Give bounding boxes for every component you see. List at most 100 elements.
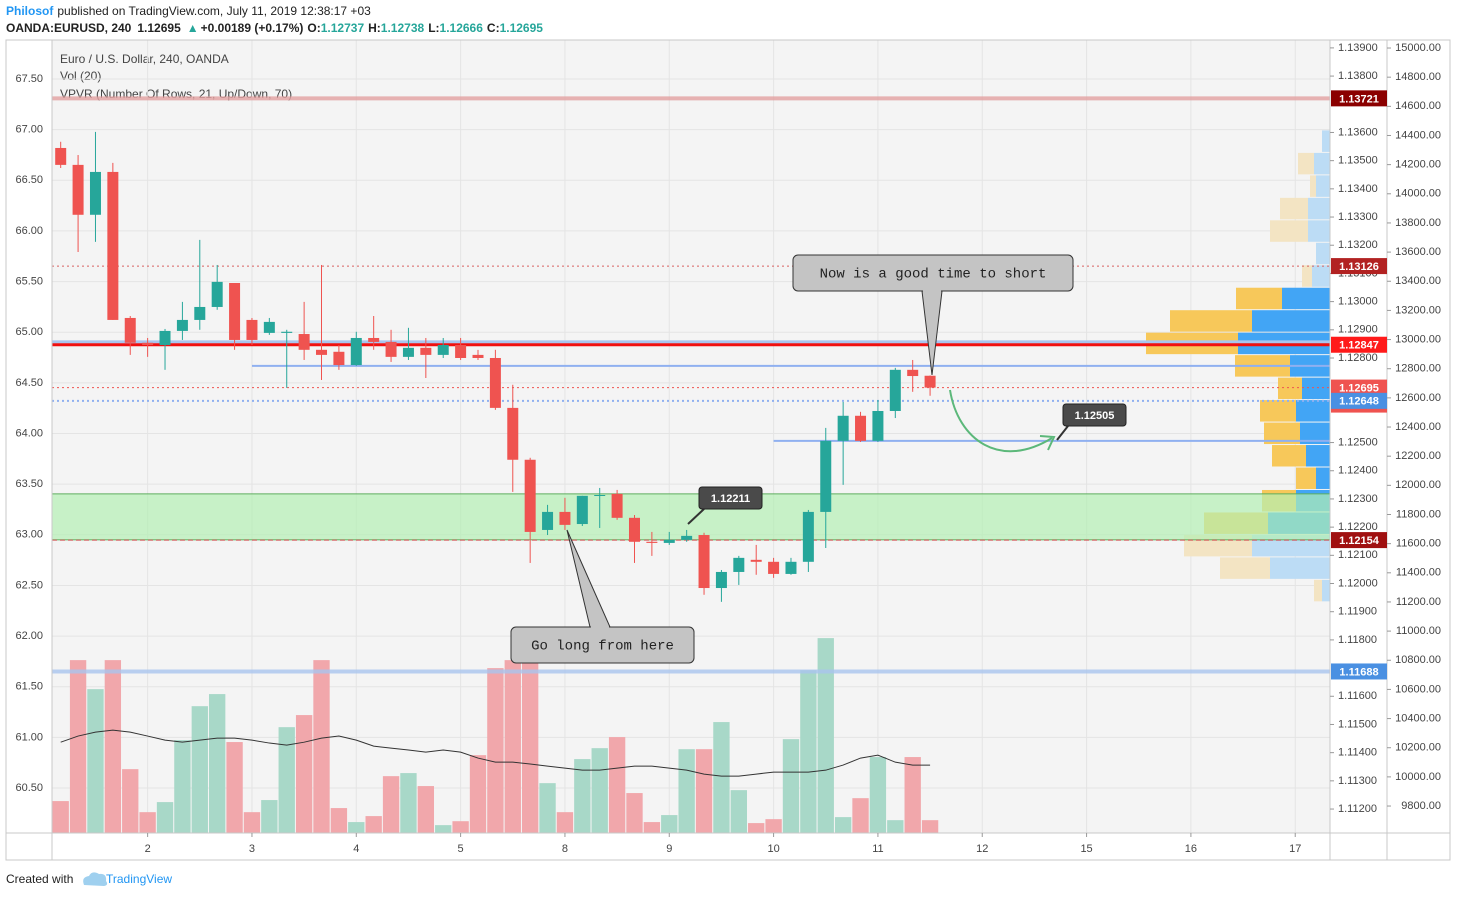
level-label: 1.12847 bbox=[1339, 340, 1379, 352]
y3-tick-label: 10000.00 bbox=[1395, 771, 1441, 783]
candle-body bbox=[211, 281, 223, 307]
price-tag bbox=[698, 486, 763, 510]
candle-body bbox=[89, 171, 101, 215]
candle-body bbox=[316, 349, 328, 355]
price-tag-text: 1.12211 bbox=[711, 493, 750, 505]
x-tick-label: 9 bbox=[666, 843, 672, 855]
vpvr-down bbox=[1314, 579, 1322, 602]
volume-bar bbox=[626, 793, 643, 833]
y3-tick-label: 14600.00 bbox=[1395, 100, 1441, 112]
vpvr-up bbox=[1270, 557, 1330, 579]
candle-body bbox=[298, 334, 310, 350]
volume-bar bbox=[487, 668, 504, 833]
level-label-bg bbox=[1331, 379, 1387, 396]
level-label-bg bbox=[1331, 258, 1387, 275]
volume-bar bbox=[417, 786, 435, 833]
y-tick-label: 1.11200 bbox=[1338, 803, 1377, 815]
projection-arrow bbox=[949, 389, 1053, 453]
vpvr-up bbox=[1302, 377, 1330, 400]
volume-bar bbox=[643, 822, 661, 833]
candle-body bbox=[246, 319, 258, 340]
volume-bar bbox=[174, 740, 191, 833]
ohlc-value: 1.12695 bbox=[500, 21, 544, 35]
ohlc-label: H: bbox=[368, 21, 381, 35]
vpvr-up bbox=[1312, 265, 1330, 287]
candle-body bbox=[715, 571, 727, 589]
left-tick-label: 64.00 bbox=[15, 427, 43, 439]
vpvr-up bbox=[1300, 422, 1330, 445]
volume-bar bbox=[608, 737, 626, 833]
y-tick-label: 1.12300 bbox=[1338, 493, 1378, 505]
footer-brand[interactable]: TradingView bbox=[106, 872, 172, 886]
vpvr-down bbox=[1310, 175, 1316, 197]
left-tick-label: 67.00 bbox=[15, 124, 43, 136]
volume-bar bbox=[782, 739, 800, 833]
candle-body bbox=[229, 283, 241, 340]
volume-bar bbox=[226, 742, 243, 833]
symbol: OANDA:EURUSD, 240 bbox=[6, 21, 132, 35]
volume-bar bbox=[365, 816, 382, 833]
volume-bar bbox=[887, 820, 904, 833]
y-tick-label: 1.12500 bbox=[1338, 436, 1378, 448]
vpvr-down bbox=[1264, 422, 1300, 445]
vpvr-up bbox=[1322, 130, 1330, 152]
volume-bar bbox=[139, 812, 156, 833]
volume-bar bbox=[678, 749, 695, 833]
y-tick-label: 1.12100 bbox=[1338, 549, 1378, 561]
left-tick-label: 67.50 bbox=[15, 73, 43, 85]
author[interactable]: Philosof bbox=[6, 4, 54, 18]
y-tick-label: 1.11300 bbox=[1338, 775, 1377, 787]
candle-body bbox=[907, 369, 919, 377]
vpvr-down bbox=[1220, 557, 1270, 579]
y3-tick-label: 12600.00 bbox=[1395, 392, 1441, 404]
price-axis-panel bbox=[1330, 40, 1450, 833]
candle-body bbox=[611, 493, 623, 518]
volume-bar bbox=[834, 817, 852, 833]
support-zone bbox=[51, 493, 1331, 541]
candle-body bbox=[681, 535, 693, 540]
indicator-legend: Vol (20) bbox=[60, 69, 101, 83]
left-tick-label: 61.00 bbox=[15, 731, 43, 743]
ohlc-label: L: bbox=[428, 21, 439, 35]
candle-body bbox=[72, 164, 84, 215]
y3-tick-label: 11200.00 bbox=[1396, 596, 1441, 608]
volume-bar bbox=[904, 757, 921, 833]
left-tick-label: 65.00 bbox=[15, 326, 43, 338]
y3-tick-label: 12000.00 bbox=[1395, 479, 1441, 491]
volume-bar bbox=[800, 670, 817, 833]
volume-bar bbox=[278, 727, 295, 833]
candle-body bbox=[663, 539, 675, 543]
candle-body bbox=[350, 337, 362, 366]
x-tick-label: 5 bbox=[458, 843, 464, 855]
left-tick-label: 63.00 bbox=[15, 529, 43, 541]
candle-body bbox=[159, 330, 171, 346]
y3-tick-label: 13000.00 bbox=[1395, 333, 1441, 345]
volume-bar bbox=[261, 800, 278, 833]
y3-tick-label: 12200.00 bbox=[1395, 450, 1441, 462]
volume-bar bbox=[574, 759, 591, 833]
y-tick-label: 1.12400 bbox=[1338, 465, 1378, 477]
volume-bar bbox=[191, 706, 208, 833]
volume-bar bbox=[521, 660, 539, 833]
y3-tick-label: 11000.00 bbox=[1396, 625, 1441, 637]
vpvr-down bbox=[1170, 310, 1252, 332]
published: published on TradingView.com, July 11, 2… bbox=[57, 4, 371, 18]
volume-bar bbox=[209, 694, 226, 833]
candle-body bbox=[263, 321, 275, 333]
volume-bar bbox=[104, 660, 122, 833]
candle-body bbox=[733, 557, 745, 572]
candle-body bbox=[55, 147, 67, 165]
y-tick-label: 1.13600 bbox=[1338, 126, 1378, 138]
candle-body bbox=[176, 319, 188, 331]
level-label: 1.12648 bbox=[1339, 396, 1379, 408]
chart-frame bbox=[5, 39, 1451, 861]
candle-body bbox=[872, 410, 884, 441]
candle-body bbox=[855, 415, 867, 441]
x-tick-label: 3 bbox=[249, 843, 255, 855]
vpvr-down bbox=[1272, 445, 1306, 467]
price-tag-text: 1.12505 bbox=[1075, 410, 1115, 422]
candle-body bbox=[142, 342, 154, 346]
volume-bar bbox=[869, 757, 887, 833]
volume-bar bbox=[661, 815, 678, 833]
